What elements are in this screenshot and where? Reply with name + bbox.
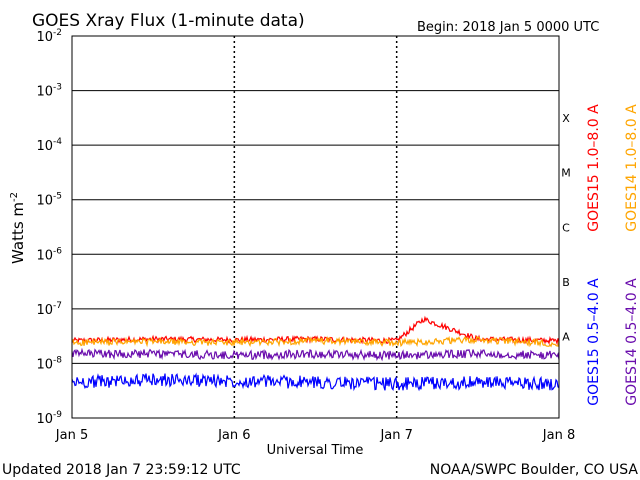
legend-entry: GOES14 1.0–8.0 A: [624, 104, 640, 232]
y-tick-label: 10-5: [36, 192, 62, 209]
x-tick-labels: Jan 5 Jan 6 Jan 7 Jan 8: [55, 428, 575, 443]
x-tick-label: Jan 7: [379, 428, 412, 443]
legend-entry: GOES15 1.0–8.0 A: [586, 104, 602, 232]
flare-class-label: C: [562, 221, 570, 234]
series-lines: [71, 315, 560, 392]
y-tick-label: 10-3: [36, 83, 62, 100]
y-tick-label: 10-2: [36, 28, 62, 45]
x-axis-label: Universal Time: [267, 443, 364, 458]
y-tick-labels: 10-9 10-8 10-7 10-6 10-5 10-4 10-3 10-2: [36, 28, 62, 427]
updated-timestamp: Updated 2018 Jan 7 23:59:12 UTC: [2, 462, 241, 478]
x-tick-label: Jan 8: [542, 428, 575, 443]
legend-entry: GOES14 0.5–4.0 A: [624, 278, 640, 406]
y-tick-label: 10-7: [36, 301, 62, 318]
series-line: [71, 315, 560, 346]
flare-class-labels: A B C M X: [561, 112, 571, 343]
series-line: [71, 335, 560, 348]
credit-label: NOAA/SWPC Boulder, CO USA: [430, 462, 639, 478]
series-line: [71, 347, 560, 362]
y-tick-label: 10-6: [36, 246, 62, 263]
x-tick-label: Jan 6: [217, 428, 250, 443]
series-line: [71, 372, 560, 392]
chart-title: GOES Xray Flux (1-minute data): [32, 11, 305, 31]
plot-frame: [71, 35, 560, 419]
y-tick-label: 10-4: [36, 137, 62, 154]
legend: GOES15 1.0–8.0 A GOES14 1.0–8.0 A GOES15 0…: [586, 104, 640, 406]
flare-class-label: M: [561, 167, 571, 180]
y-axis-label: Watts m-2: [9, 192, 27, 264]
legend-entry: GOES15 0.5–4.0 A: [586, 278, 602, 406]
y-tick-label: 10-8: [36, 355, 62, 372]
grid: [72, 36, 559, 418]
flare-class-label: X: [562, 112, 570, 125]
begin-label: Begin: 2018 Jan 5 0000 UTC: [417, 20, 599, 35]
x-tick-label: Jan 5: [55, 428, 88, 443]
y-tick-label: 10-9: [36, 410, 62, 427]
flare-class-label: B: [562, 276, 570, 289]
flare-class-label: A: [562, 330, 570, 343]
